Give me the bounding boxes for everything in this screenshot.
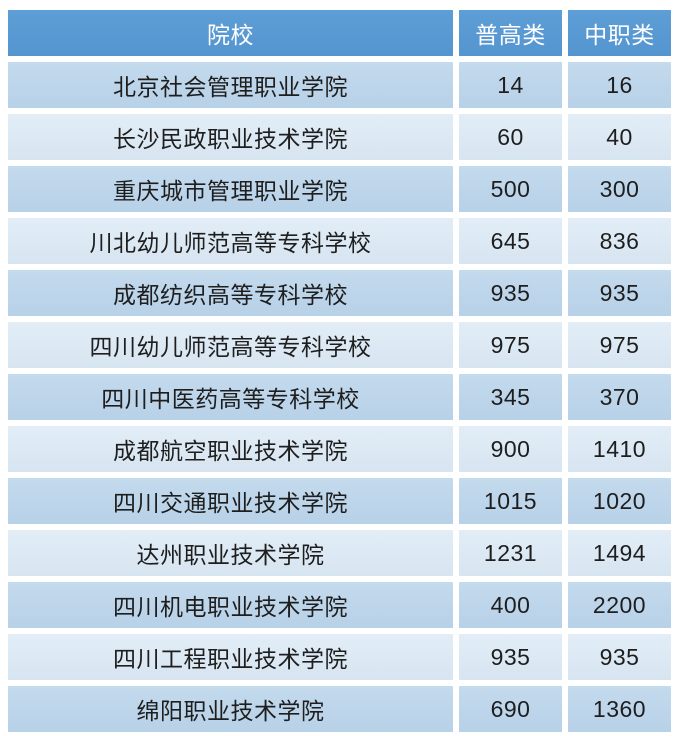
school-name-cell: 绵阳职业技术学院 [8,686,453,732]
zhongzhi-value-cell: 40 [568,114,671,160]
pugao-value-cell: 935 [459,634,562,680]
header-cell-school: 院校 [8,10,453,56]
table-row: 成都纺织高等专科学校 935 935 [8,270,671,316]
pugao-value-cell: 690 [459,686,562,732]
table-row: 重庆城市管理职业学院 500 300 [8,166,671,212]
school-name-cell: 川北幼儿师范高等专科学校 [8,218,453,264]
school-name-cell: 四川中医药高等专科学校 [8,374,453,420]
zhongzhi-value-cell: 975 [568,322,671,368]
zhongzhi-value-cell: 935 [568,270,671,316]
header-cell-zhongzhi: 中职类 [568,10,671,56]
table-row: 四川交通职业技术学院 1015 1020 [8,478,671,524]
pugao-value-cell: 14 [459,62,562,108]
pugao-value-cell: 1015 [459,478,562,524]
pugao-value-cell: 400 [459,582,562,628]
table-row: 长沙民政职业技术学院 60 40 [8,114,671,160]
school-name-cell: 成都航空职业技术学院 [8,426,453,472]
pugao-value-cell: 975 [459,322,562,368]
zhongzhi-value-cell: 370 [568,374,671,420]
school-name-cell: 四川交通职业技术学院 [8,478,453,524]
school-name-cell: 重庆城市管理职业学院 [8,166,453,212]
table-row: 四川工程职业技术学院 935 935 [8,634,671,680]
pugao-value-cell: 900 [459,426,562,472]
pugao-value-cell: 345 [459,374,562,420]
pugao-value-cell: 935 [459,270,562,316]
school-name-cell: 四川工程职业技术学院 [8,634,453,680]
zhongzhi-value-cell: 1360 [568,686,671,732]
zhongzhi-value-cell: 1494 [568,530,671,576]
school-name-cell: 四川机电职业技术学院 [8,582,453,628]
school-name-cell: 成都纺织高等专科学校 [8,270,453,316]
school-name-cell: 达州职业技术学院 [8,530,453,576]
zhongzhi-value-cell: 300 [568,166,671,212]
table-row: 达州职业技术学院 1231 1494 [8,530,671,576]
zhongzhi-value-cell: 2200 [568,582,671,628]
pugao-value-cell: 500 [459,166,562,212]
zhongzhi-value-cell: 935 [568,634,671,680]
school-name-cell: 四川幼儿师范高等专科学校 [8,322,453,368]
table-row: 北京社会管理职业学院 14 16 [8,62,671,108]
zhongzhi-value-cell: 16 [568,62,671,108]
table-row: 四川中医药高等专科学校 345 370 [8,374,671,420]
table-row: 川北幼儿师范高等专科学校 645 836 [8,218,671,264]
pugao-value-cell: 1231 [459,530,562,576]
school-name-cell: 长沙民政职业技术学院 [8,114,453,160]
table-row: 四川机电职业技术学院 400 2200 [8,582,671,628]
zhongzhi-value-cell: 836 [568,218,671,264]
table-header-row: 院校 普高类 中职类 [8,10,671,56]
table-body: 北京社会管理职业学院 14 16 长沙民政职业技术学院 60 40 重庆城市管理… [8,62,671,732]
zhongzhi-value-cell: 1410 [568,426,671,472]
school-name-cell: 北京社会管理职业学院 [8,62,453,108]
table-row: 成都航空职业技术学院 900 1410 [8,426,671,472]
admissions-table: 院校 普高类 中职类 北京社会管理职业学院 14 16 长沙民政职业技术学院 6… [8,10,671,732]
pugao-value-cell: 60 [459,114,562,160]
zhongzhi-value-cell: 1020 [568,478,671,524]
table-row: 四川幼儿师范高等专科学校 975 975 [8,322,671,368]
table-row: 绵阳职业技术学院 690 1360 [8,686,671,732]
pugao-value-cell: 645 [459,218,562,264]
header-cell-pugao: 普高类 [459,10,562,56]
